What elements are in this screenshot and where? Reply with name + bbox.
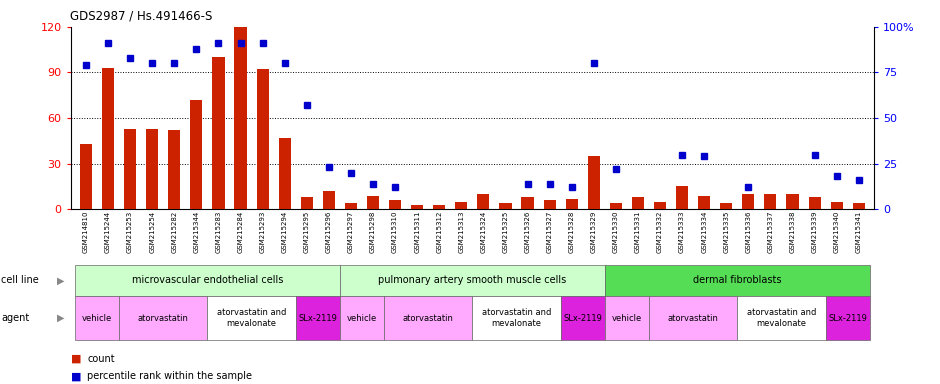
Bar: [389, 200, 401, 209]
Text: SLx-2119: SLx-2119: [828, 314, 867, 323]
Bar: [168, 130, 180, 209]
Bar: [698, 195, 711, 209]
Text: atorvastatin: atorvastatin: [402, 314, 454, 323]
Bar: [278, 138, 290, 209]
Text: vehicle: vehicle: [347, 314, 377, 323]
Bar: [80, 144, 92, 209]
Bar: [411, 205, 423, 209]
Text: microvascular endothelial cells: microvascular endothelial cells: [132, 275, 283, 285]
Bar: [102, 68, 114, 209]
Bar: [787, 194, 799, 209]
Text: atorvastatin and
mevalonate: atorvastatin and mevalonate: [482, 308, 551, 328]
Bar: [808, 197, 821, 209]
Text: GDS2987 / Hs.491466-S: GDS2987 / Hs.491466-S: [70, 9, 212, 22]
Bar: [301, 197, 313, 209]
Text: percentile rank within the sample: percentile rank within the sample: [87, 371, 253, 381]
Text: vehicle: vehicle: [82, 314, 112, 323]
Bar: [212, 57, 225, 209]
Text: atorvastatin and
mevalonate: atorvastatin and mevalonate: [217, 308, 287, 328]
Text: pulmonary artery smooth muscle cells: pulmonary artery smooth muscle cells: [378, 275, 567, 285]
Text: atorvastatin: atorvastatin: [138, 314, 189, 323]
Bar: [322, 191, 335, 209]
Bar: [543, 200, 556, 209]
Bar: [367, 195, 379, 209]
Bar: [146, 129, 158, 209]
Bar: [499, 203, 511, 209]
Bar: [566, 199, 578, 209]
Text: ■: ■: [70, 354, 81, 364]
Text: SLx-2119: SLx-2119: [298, 314, 337, 323]
Text: atorvastatin: atorvastatin: [667, 314, 718, 323]
Text: count: count: [87, 354, 115, 364]
Text: ▶: ▶: [57, 313, 65, 323]
Bar: [676, 187, 688, 209]
Bar: [610, 203, 622, 209]
Text: dermal fibroblasts: dermal fibroblasts: [693, 275, 781, 285]
Bar: [831, 202, 843, 209]
Bar: [764, 194, 776, 209]
Bar: [478, 194, 490, 209]
Bar: [257, 70, 269, 209]
Text: atorvastatin and
mevalonate: atorvastatin and mevalonate: [746, 308, 816, 328]
Bar: [588, 156, 600, 209]
Text: ■: ■: [70, 371, 81, 381]
Bar: [455, 202, 467, 209]
Bar: [433, 205, 446, 209]
Bar: [853, 203, 865, 209]
Bar: [190, 100, 202, 209]
Bar: [522, 197, 534, 209]
Bar: [345, 203, 357, 209]
Bar: [632, 197, 644, 209]
Bar: [743, 194, 755, 209]
Bar: [234, 27, 246, 209]
Text: cell line: cell line: [1, 275, 39, 285]
Text: vehicle: vehicle: [612, 314, 642, 323]
Bar: [124, 129, 136, 209]
Text: agent: agent: [1, 313, 29, 323]
Text: ▶: ▶: [57, 275, 65, 285]
Bar: [654, 202, 666, 209]
Text: SLx-2119: SLx-2119: [563, 314, 603, 323]
Bar: [720, 203, 732, 209]
